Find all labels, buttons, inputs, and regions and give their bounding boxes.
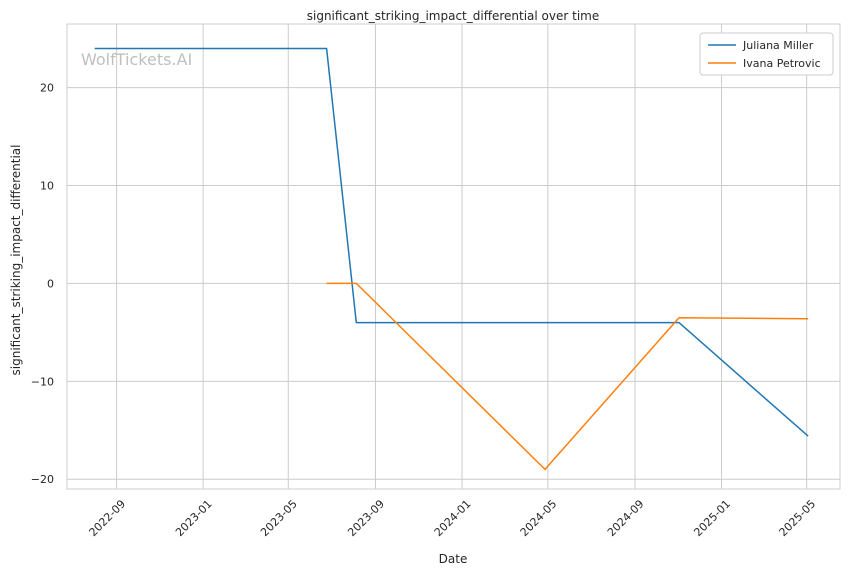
plot-area (66, 23, 841, 490)
grid-lines (67, 24, 840, 489)
x-tick-label: 2023-05 (258, 497, 300, 539)
y-tick-label: −10 (31, 375, 54, 388)
x-tick-label: 2022-09 (87, 497, 129, 539)
y-tick-label: 10 (40, 180, 54, 193)
legend-box (699, 32, 834, 76)
x-tick-label: 2024-01 (432, 497, 474, 539)
watermark-text: WolfTickets.AI (81, 50, 192, 69)
x-tick-label: 2023-01 (173, 497, 215, 539)
legend-entry-juliana-miller: Juliana Miller (742, 39, 814, 52)
y-tick-label: 20 (40, 82, 54, 95)
y-axis-label: significant_striking_impact_differential (9, 145, 23, 376)
series-line-ivana-petrovic (326, 282, 809, 471)
y-tick-label: 0 (47, 277, 54, 290)
x-tick-label: 2023-09 (345, 497, 387, 539)
series-line-juliana-miller (94, 47, 809, 437)
y-axis-ticks: −20 −10 0 10 20 (31, 82, 54, 487)
x-tick-label: 2024-09 (605, 497, 647, 539)
x-axis-label: Date (439, 552, 468, 566)
legend: Juliana Miller Ivana Petrovic (699, 32, 834, 76)
x-tick-label: 2025-01 (691, 497, 733, 539)
legend-entry-ivana-petrovic: Ivana Petrovic (743, 57, 821, 70)
x-axis-ticks: 2022-09 2023-01 2023-05 2023-09 2024-01 2024-… (87, 497, 819, 539)
y-tick-label: −20 (31, 473, 54, 486)
x-tick-label: 2024-05 (518, 497, 560, 539)
series-layer (94, 47, 809, 471)
x-tick-label: 2025-05 (777, 497, 819, 539)
chart-title: significant_striking_impact_differential… (307, 9, 599, 23)
